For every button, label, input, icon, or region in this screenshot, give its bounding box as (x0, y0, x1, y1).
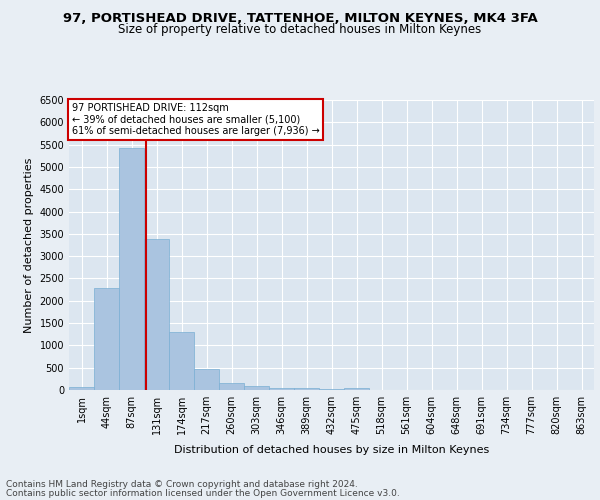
Bar (144, 239, 169, 390)
Bar (294, 388, 319, 390)
Bar (169, 332, 194, 390)
X-axis label: Distribution of detached houses by size in Milton Keynes: Distribution of detached houses by size … (174, 446, 489, 456)
Bar (94, 288, 119, 390)
Text: Size of property relative to detached houses in Milton Keynes: Size of property relative to detached ho… (118, 22, 482, 36)
Bar (219, 382, 244, 390)
Y-axis label: Number of detached properties: Number of detached properties (24, 158, 34, 332)
Bar (244, 386, 269, 390)
Text: 97 PORTISHEAD DRIVE: 112sqm
← 39% of detached houses are smaller (5,100)
61% of : 97 PORTISHEAD DRIVE: 112sqm ← 39% of det… (71, 103, 319, 136)
Text: Contains HM Land Registry data © Crown copyright and database right 2024.: Contains HM Land Registry data © Crown c… (6, 480, 358, 489)
Bar (119, 148, 144, 390)
Bar (269, 388, 294, 390)
Bar (344, 388, 369, 390)
Text: 97, PORTISHEAD DRIVE, TATTENHOE, MILTON KEYNES, MK4 3FA: 97, PORTISHEAD DRIVE, TATTENHOE, MILTON … (62, 12, 538, 26)
Bar (69, 388, 94, 390)
Text: Contains public sector information licensed under the Open Government Licence v3: Contains public sector information licen… (6, 488, 400, 498)
Bar (319, 389, 344, 390)
Bar (194, 368, 219, 390)
